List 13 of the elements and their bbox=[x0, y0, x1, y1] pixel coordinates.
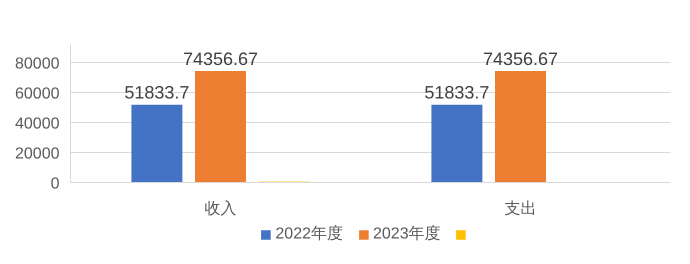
y-tick-label: 40000 bbox=[15, 116, 60, 132]
data-label: 51833.7 bbox=[424, 82, 490, 103]
data-label: 51833.7 bbox=[124, 82, 190, 103]
y-tick-label: 20000 bbox=[15, 146, 60, 162]
data-label: 74356.67 bbox=[182, 48, 258, 69]
y-tick-label: 60000 bbox=[15, 86, 60, 102]
x-tick-label: 支出 bbox=[504, 200, 536, 218]
legend-label: 2023年度 bbox=[373, 224, 441, 244]
x-tick-label: 收入 bbox=[204, 200, 236, 218]
data-label: 74356.67 bbox=[482, 48, 558, 69]
y-tick-label: 0 bbox=[50, 176, 60, 192]
legend-label: 2022年度 bbox=[275, 224, 343, 244]
y-tick-label: 80000 bbox=[15, 56, 60, 72]
